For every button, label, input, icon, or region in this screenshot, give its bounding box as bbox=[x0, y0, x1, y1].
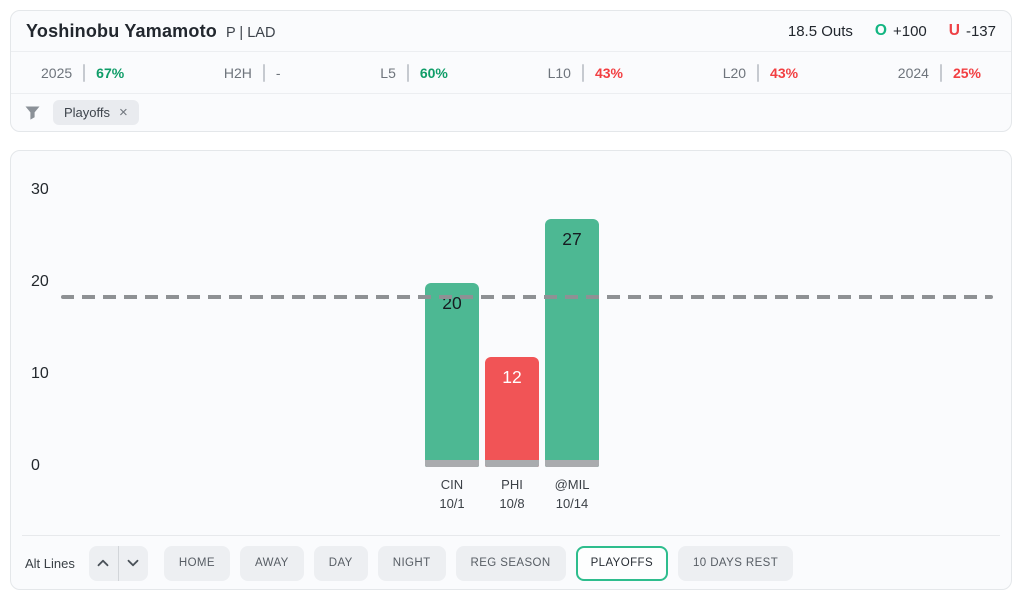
x-axis-label: CIN 10/1 bbox=[439, 477, 465, 511]
bar-value-label: 12 bbox=[502, 367, 522, 387]
y-axis-tick: 0 bbox=[31, 456, 40, 474]
split-stat: 2024 25% bbox=[897, 63, 981, 82]
bar-base-strip bbox=[545, 460, 599, 467]
bar-base-strip bbox=[425, 460, 479, 467]
player-name: Yoshinobu Yamamoto bbox=[26, 20, 217, 41]
filter-funnel-icon[interactable] bbox=[25, 106, 40, 120]
split-value: 43% bbox=[770, 64, 799, 81]
prop-odds-group: 18.5 Outs O +100 U -137 bbox=[788, 22, 996, 40]
y-axis-tick: 20 bbox=[31, 272, 49, 290]
over-icon: O bbox=[874, 22, 887, 39]
x-axis-label: @MIL 10/14 bbox=[554, 477, 590, 511]
split-stat: L5 60% bbox=[380, 63, 448, 82]
chart-controls: Alt Lines HOME AWAY DAY NIGHT REG SEASON PLAY… bbox=[25, 545, 794, 581]
split-stat: L20 43% bbox=[722, 63, 799, 82]
player-identity: Yoshinobu Yamamoto P | LAD bbox=[26, 21, 275, 42]
split-stat: H2H - bbox=[223, 63, 281, 82]
split-value: 25% bbox=[952, 64, 981, 81]
splits-row: 2025 67% H2H - L5 60% L10 43% L20 43% 2024 25% bbox=[11, 52, 1011, 94]
split-label: L10 bbox=[547, 64, 571, 81]
split-divider bbox=[83, 63, 86, 82]
filter-chip[interactable]: Playoffs × bbox=[53, 100, 139, 125]
player-summary-card: Yoshinobu Yamamoto P | LAD 18.5 Outs O +… bbox=[10, 10, 1012, 132]
split-value: 43% bbox=[594, 64, 623, 81]
alt-lines-stepper bbox=[88, 545, 148, 581]
filter-button-away[interactable]: AWAY bbox=[239, 545, 304, 581]
filter-button-day[interactable]: DAY bbox=[313, 545, 368, 581]
split-value: 67% bbox=[96, 64, 125, 81]
alt-line-up-button[interactable] bbox=[89, 546, 118, 581]
split-label: L5 bbox=[380, 64, 396, 81]
player-header-row: Yoshinobu Yamamoto P | LAD 18.5 Outs O +… bbox=[11, 11, 1011, 52]
filter-button-playoffs[interactable]: PLAYOFFS bbox=[575, 545, 669, 581]
split-divider bbox=[581, 63, 584, 82]
x-axis-label: PHI 10/8 bbox=[499, 477, 525, 511]
under-icon: U bbox=[948, 22, 960, 39]
controls-divider bbox=[22, 535, 1000, 536]
split-value: - bbox=[275, 64, 281, 81]
prop-chart-card: 0 10 20 30 20 CIN 10/1 12 PHI 10/8 27 @MIL 10/14 Alt… bbox=[10, 150, 1012, 590]
filter-button-home[interactable]: HOME bbox=[163, 545, 230, 581]
y-axis-tick: 30 bbox=[31, 180, 49, 198]
filter-button-night[interactable]: NIGHT bbox=[377, 545, 446, 581]
bar-base-strip bbox=[485, 460, 539, 467]
split-label: 2025 bbox=[41, 64, 73, 81]
split-divider bbox=[757, 63, 760, 82]
filter-button-reg-season[interactable]: REG SEASON bbox=[455, 545, 566, 581]
filter-row: Playoffs × bbox=[11, 94, 1011, 131]
split-divider bbox=[406, 63, 409, 82]
split-value: 60% bbox=[419, 64, 448, 81]
split-divider bbox=[262, 63, 265, 82]
player-position-team: P | LAD bbox=[225, 24, 276, 41]
game-bar[interactable]: 27 bbox=[545, 219, 599, 467]
stepper-divider bbox=[117, 545, 119, 581]
split-divider bbox=[939, 63, 942, 82]
split-label: 2024 bbox=[897, 64, 929, 81]
chevron-down-icon bbox=[127, 559, 139, 567]
split-filter-buttons: HOME AWAY DAY NIGHT REG SEASON PLAYOFFS 10 DAY… bbox=[163, 545, 794, 581]
over-odds: O +100 bbox=[875, 22, 927, 40]
filter-chip-label: Playoffs bbox=[64, 105, 111, 120]
split-stat: 2025 67% bbox=[41, 63, 125, 82]
bar-value-label: 27 bbox=[562, 229, 582, 249]
filter-chips: Playoffs × bbox=[53, 100, 139, 125]
game-bar[interactable]: 12 bbox=[485, 357, 539, 467]
over-odds-value: +100 bbox=[892, 22, 927, 40]
chevron-up-icon bbox=[97, 559, 109, 567]
alt-line-down-button[interactable] bbox=[119, 546, 148, 581]
under-odds: U -137 bbox=[949, 22, 996, 40]
under-odds-value: -137 bbox=[965, 22, 996, 40]
split-stat: L10 43% bbox=[547, 63, 623, 82]
y-axis-tick: 10 bbox=[31, 364, 49, 382]
alt-lines-label: Alt Lines bbox=[25, 555, 75, 571]
game-bar[interactable]: 20 bbox=[425, 283, 479, 467]
prop-line-label: 18.5 Outs bbox=[787, 22, 853, 40]
prop-line-dashed bbox=[61, 294, 993, 299]
split-label: H2H bbox=[223, 64, 252, 81]
filter-button-10-days-rest[interactable]: 10 DAYS REST bbox=[678, 545, 794, 581]
chip-close-icon[interactable]: × bbox=[119, 104, 128, 121]
split-label: L20 bbox=[722, 64, 747, 81]
